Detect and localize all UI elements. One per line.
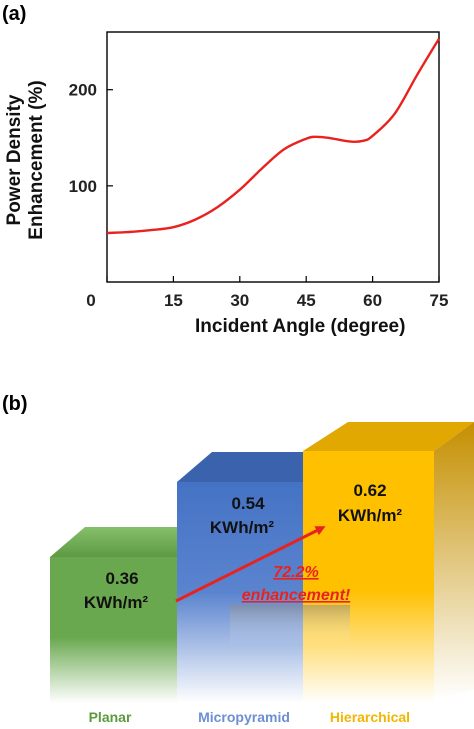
- bar-unit-planar: KWh/m²: [84, 593, 149, 612]
- bar-chart-3d: 0.36 KWh/m² 0.54 KWh/m² 0.62 KWh/m² 72.2…: [50, 422, 474, 725]
- x-tick-label: 75: [430, 291, 449, 310]
- annotation-reflection: [230, 605, 350, 645]
- enhancement-percent: 72.2%: [273, 564, 318, 581]
- y-axis-title-line1: Power Density: [4, 94, 25, 225]
- y-tick-label: 200: [69, 81, 97, 100]
- bar-micropyramid-top: [177, 452, 303, 482]
- bar-micropyramid: [177, 452, 303, 703]
- x-tick-label: 15: [164, 291, 183, 310]
- category-micropyramid: Micropyramid: [198, 709, 290, 725]
- x-tick-label: 30: [230, 291, 249, 310]
- bar-value-micropyramid: 0.54: [231, 494, 265, 513]
- enhancement-arrow: [175, 526, 326, 603]
- bar-planar: [50, 527, 177, 703]
- y-tick-label: 100: [69, 177, 97, 196]
- y-axis-title: Power Density Enhancement (%): [4, 80, 47, 239]
- axis-ticks: 0 15 30 45 60 75 100 200: [69, 81, 449, 310]
- bar-planar-front: [50, 557, 177, 703]
- bar-micropyramid-front: [177, 482, 303, 703]
- bar-value-planar: 0.36: [105, 569, 138, 588]
- y-axis-title-line2: Enhancement (%): [26, 80, 47, 239]
- line-chart: 0 15 30 45 60 75 100 200 Incident Angle (degree…: [4, 31, 449, 337]
- x-tick-label: 45: [297, 291, 316, 310]
- bar-hierarchical-front: [303, 451, 434, 703]
- series-line: [106, 38, 441, 235]
- bar-value-hierarchical: 0.62: [353, 481, 386, 500]
- x-axis-title: Incident Angle (degree): [195, 316, 405, 337]
- bar-hierarchical: [303, 422, 474, 703]
- bar-unit-micropyramid: KWh/m²: [210, 518, 275, 537]
- bar-planar-top: [50, 527, 177, 557]
- category-hierarchical: Hierarchical: [330, 709, 410, 725]
- plot-frame: [106, 31, 440, 283]
- bar-hierarchical-side: [434, 422, 474, 700]
- panel-a-label: (a): [2, 3, 26, 25]
- x-tick-label: 60: [363, 291, 382, 310]
- x-tick-label: 0: [86, 291, 95, 310]
- panel-b-label: (b): [2, 393, 28, 415]
- category-planar: Planar: [89, 709, 132, 725]
- enhancement-text: enhancement!: [242, 587, 351, 604]
- bar-hierarchical-top: [303, 422, 474, 451]
- bar-unit-hierarchical: KWh/m²: [338, 506, 403, 525]
